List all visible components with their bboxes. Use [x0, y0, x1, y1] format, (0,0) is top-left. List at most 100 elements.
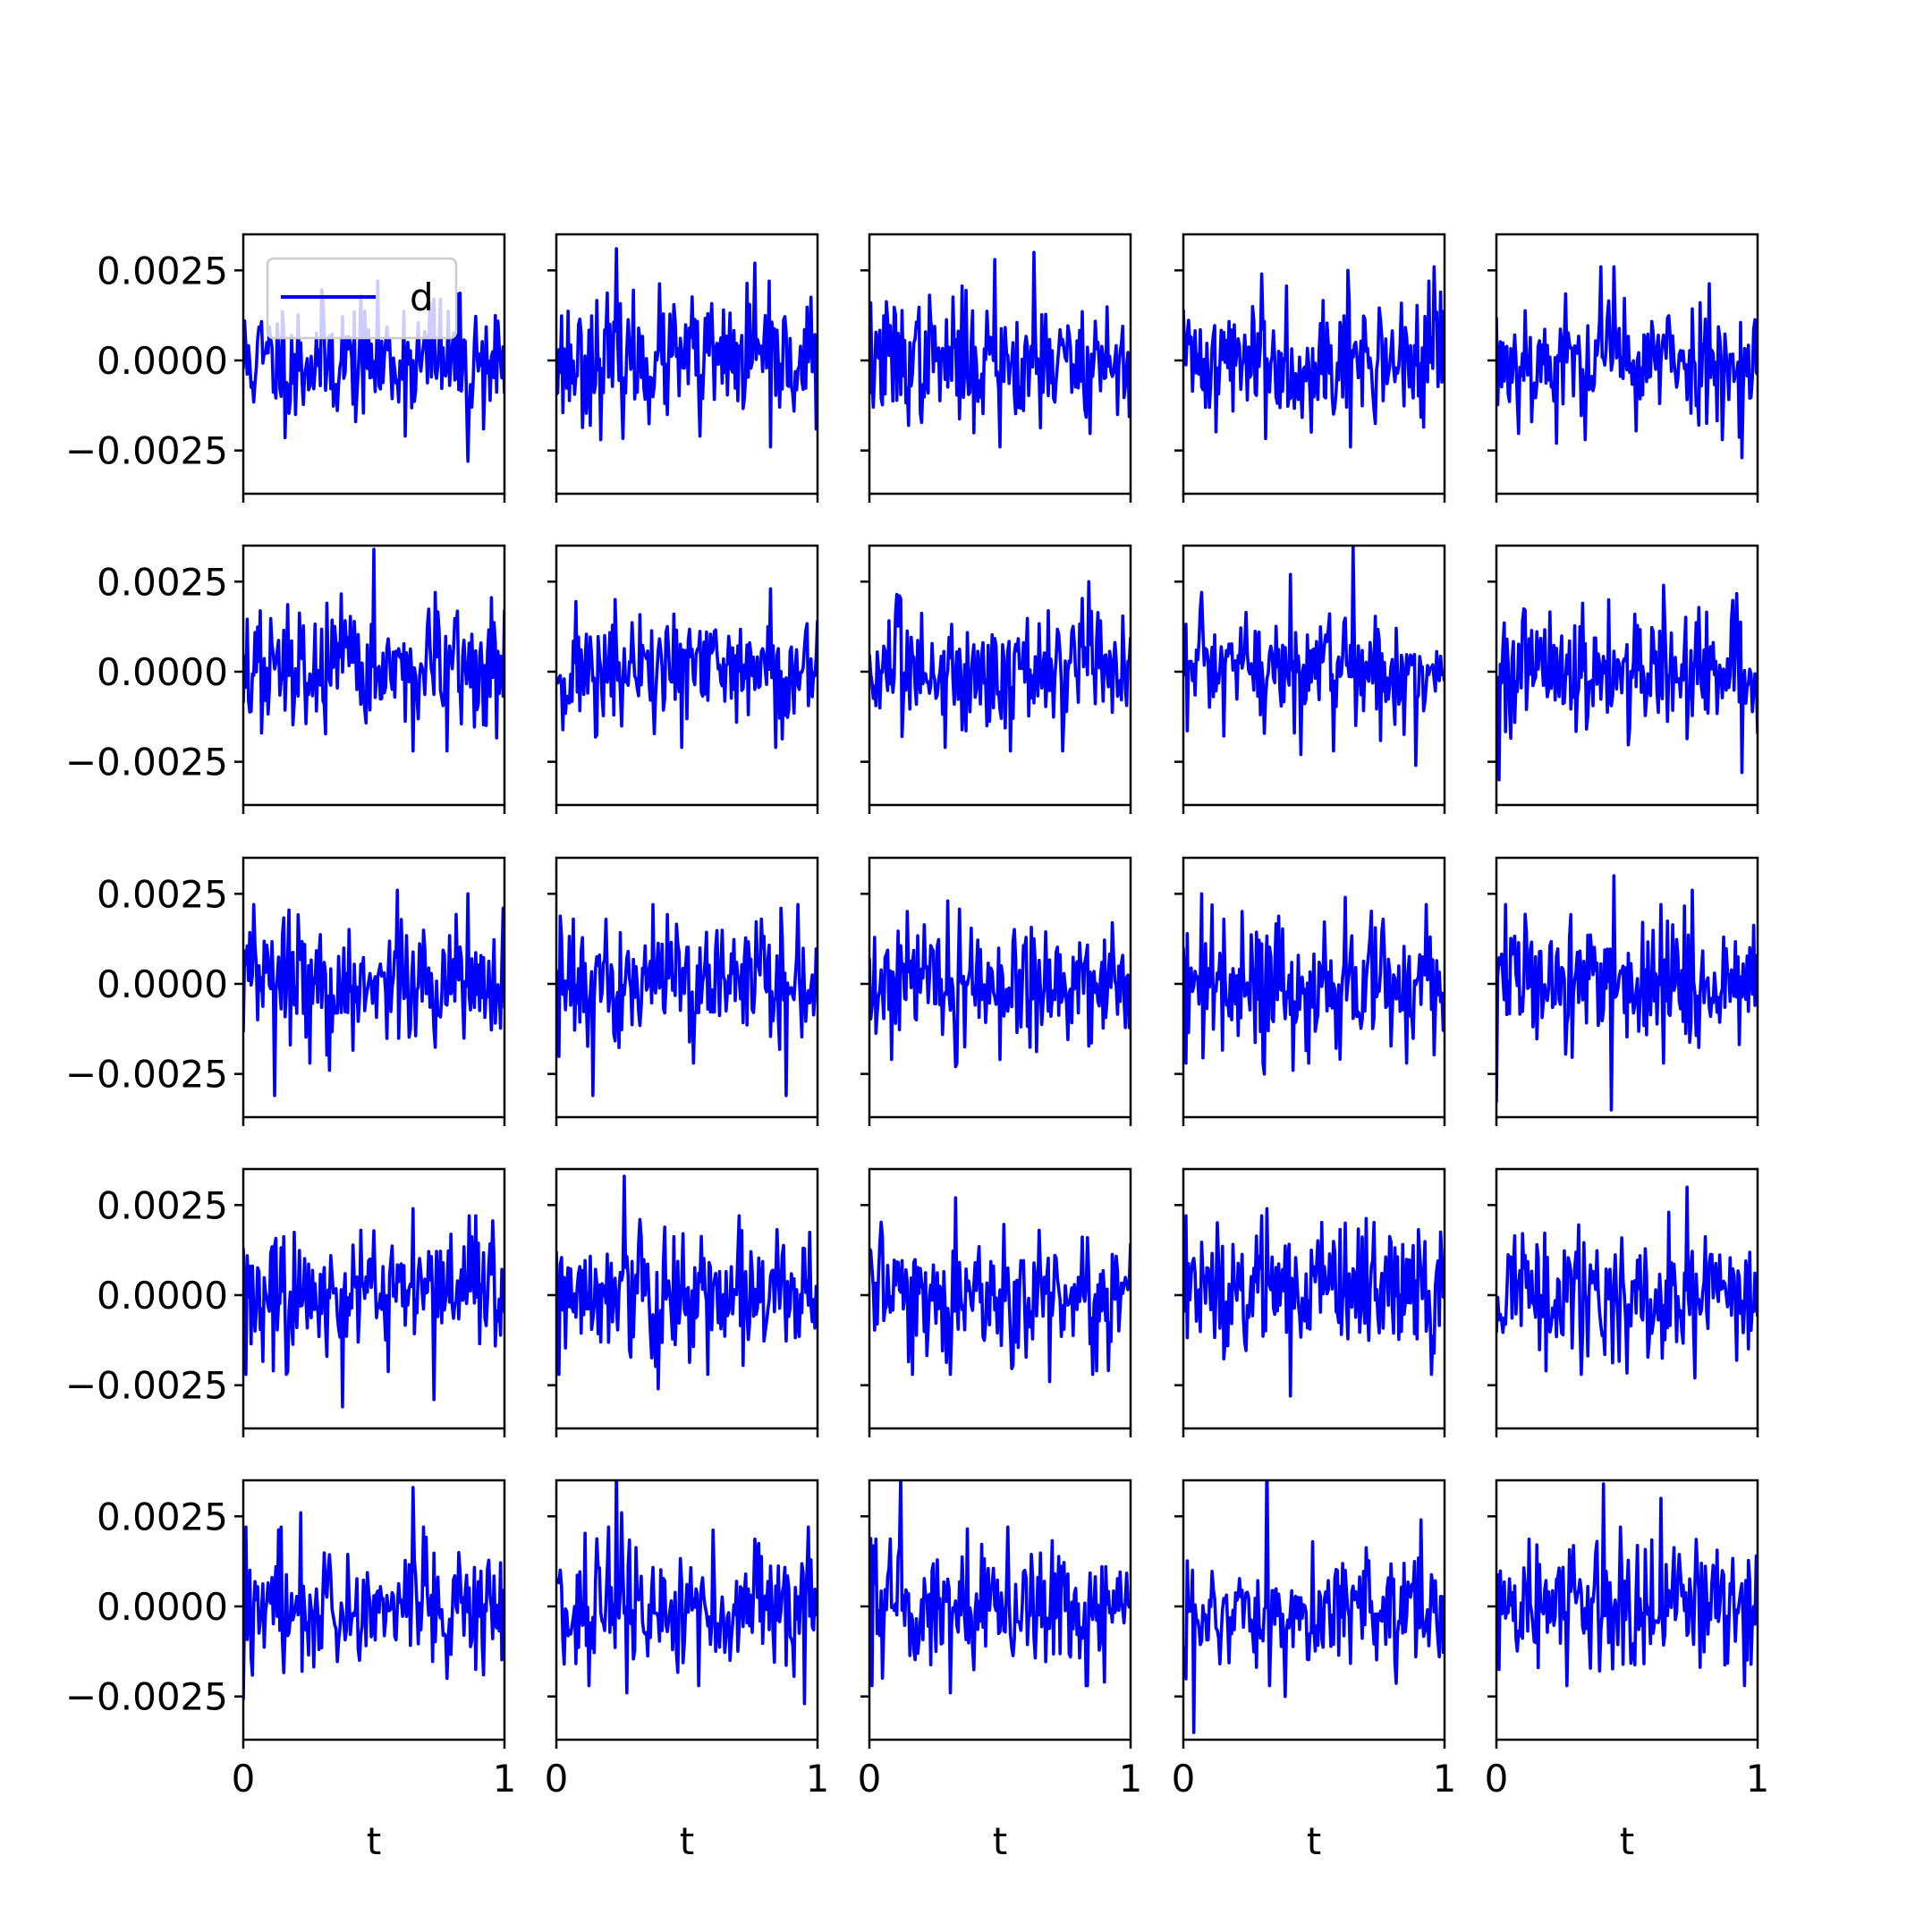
axes-frame: [1495, 1167, 1759, 1430]
y-tick-label: −0.0025: [65, 741, 228, 784]
subplot-r0-c2: [860, 233, 1132, 503]
y-tick-label: 0.0000: [97, 339, 228, 383]
x-tick-label: 0: [232, 1757, 256, 1801]
x-tick-label: 0: [1172, 1757, 1196, 1801]
series-line-d: [869, 1480, 1131, 1695]
axes-frame: [1182, 233, 1446, 496]
x-tick-label: 1: [1746, 1757, 1770, 1801]
subplot-r4-c3: 0 1 t: [1172, 1479, 1457, 1863]
series-line-d: [1183, 1480, 1445, 1734]
y-tick-label: 0.0025: [97, 1183, 228, 1227]
x-axis-label: t: [680, 1819, 694, 1863]
subplot-r2-c0: −0.0025 0.0000 0.0025: [65, 856, 506, 1126]
axes-frame: [1182, 1167, 1446, 1430]
subplot-r1-c0: −0.0025 0.0000 0.0025: [65, 544, 506, 814]
legend-label: d: [410, 275, 434, 319]
subplot-r4-c1: 0 1 t: [545, 1479, 830, 1863]
axes-frame: [1182, 544, 1446, 807]
axes-frame: [555, 856, 819, 1119]
axes-frame: [555, 1167, 819, 1430]
subplot-r1-c2: [860, 544, 1132, 814]
series-line-d: [1496, 265, 1758, 460]
series-line-d: [556, 1480, 818, 1706]
axes-frame: [868, 1167, 1132, 1430]
series-line-d: [1183, 892, 1445, 1076]
axes-frame: [242, 544, 506, 807]
y-tick-label: 0.0000: [97, 1585, 228, 1629]
x-tick-label: 0: [1485, 1757, 1509, 1801]
subplot-r3-c4: [1487, 1167, 1759, 1437]
x-tick-label: 1: [1433, 1757, 1457, 1801]
y-tick-label: −0.0025: [65, 1364, 228, 1408]
subplot-r2-c2: [860, 856, 1132, 1126]
x-tick-label: 1: [493, 1757, 517, 1801]
subplot-r0-c0: −0.0025 0.0000 0.0025 d: [65, 233, 506, 503]
series-line-d: [243, 888, 504, 1097]
subplot-r3-c1: [547, 1167, 819, 1437]
subplot-r2-c4: [1487, 856, 1759, 1126]
y-tick-label: −0.0025: [65, 1053, 228, 1097]
x-tick-label: 1: [806, 1757, 830, 1801]
subplot-r2-c3: [1174, 856, 1446, 1126]
x-axis-label: t: [1620, 1819, 1634, 1863]
subplot-r0-c4: [1487, 233, 1759, 503]
subplot-r1-c3: [1174, 544, 1446, 814]
axes-frame: [868, 233, 1132, 496]
series-line-d: [869, 899, 1131, 1069]
x-axis-label: t: [1307, 1819, 1321, 1863]
y-tick-label: 0.0000: [97, 650, 228, 694]
axes-frame: [1182, 856, 1446, 1119]
axes-frame: [242, 1479, 506, 1741]
subplot-r1-c1: [547, 544, 819, 814]
axes-frame: [555, 233, 819, 496]
series-line-d: [243, 547, 504, 753]
x-tick-label: 0: [858, 1757, 882, 1801]
y-tick-label: 0.0025: [97, 249, 228, 292]
subplot-r4-c2: 0 1 t: [858, 1479, 1143, 1863]
subplot-r0-c3: [1174, 233, 1446, 503]
series-line-d: [1183, 546, 1445, 767]
series-line-d: [556, 1174, 818, 1391]
axes-frame: [555, 544, 819, 807]
y-tick-label: 0.0025: [97, 1495, 228, 1538]
y-tick-label: 0.0025: [97, 560, 228, 604]
series-line-d: [243, 279, 504, 463]
series-line-d: [556, 587, 818, 750]
axes-frame: [1495, 1479, 1759, 1741]
subplot-r3-c3: [1174, 1167, 1446, 1437]
y-tick-label: −0.0025: [65, 1675, 228, 1719]
subplot-r0-c1: [547, 233, 819, 503]
series-line-d: [1496, 1185, 1758, 1380]
series-line-d: [869, 580, 1131, 753]
axes-frame: [242, 856, 506, 1119]
panel-grid: −0.00250.00000.0025d−0.00250.00000.0025−…: [65, 233, 1770, 1863]
y-tick-label: 0.0000: [97, 962, 228, 1006]
series-line-d: [869, 1196, 1131, 1384]
axes-frame: [1182, 1479, 1446, 1741]
y-tick-label: 0.0000: [97, 1274, 228, 1318]
x-tick-label: 1: [1119, 1757, 1143, 1801]
subplot-r3-c2: [860, 1167, 1132, 1437]
x-tick-label: 0: [545, 1757, 569, 1801]
axes-frame: [242, 233, 506, 496]
series-line-d: [243, 1207, 504, 1409]
x-axis-label: t: [367, 1819, 381, 1863]
series-line-d: [243, 1486, 504, 1700]
subplot-r3-c0: −0.0025 0.0000 0.0025: [65, 1167, 506, 1437]
axes-frame: [868, 1479, 1132, 1741]
axes-frame: [1495, 233, 1759, 496]
series-line-d: [556, 247, 818, 449]
series-line-d: [1496, 583, 1758, 782]
subplot-r2-c1: [547, 856, 819, 1126]
series-line-d: [556, 902, 818, 1097]
axes-frame: [868, 544, 1132, 807]
axes-frame: [242, 1167, 506, 1430]
legend: d: [266, 257, 458, 340]
x-axis-label: t: [993, 1819, 1007, 1863]
y-tick-label: 0.0025: [97, 872, 228, 916]
y-tick-label: −0.0025: [65, 429, 228, 473]
axes-frame: [555, 1479, 819, 1741]
axes-frame: [1495, 544, 1759, 807]
subplot-r1-c4: [1487, 544, 1759, 814]
